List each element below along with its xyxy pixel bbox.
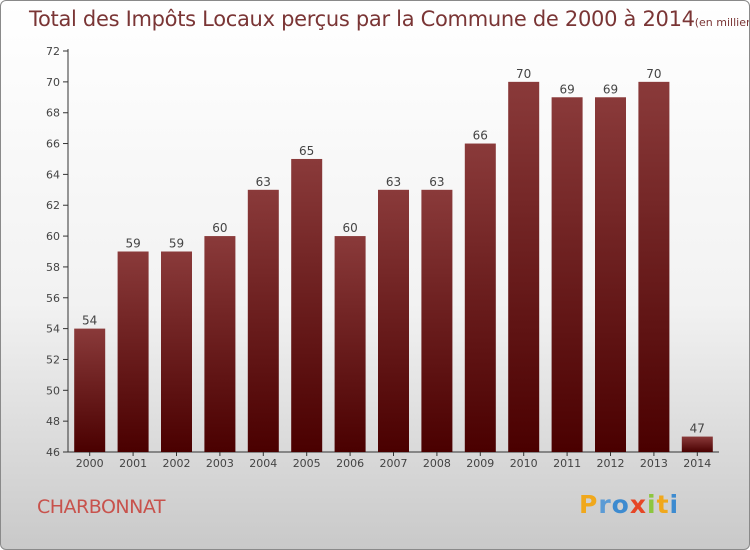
y-tick-label: 56	[46, 292, 60, 305]
x-tick-label: 2010	[510, 457, 538, 470]
x-tick-label: 2002	[163, 457, 191, 470]
y-tick-label: 58	[46, 261, 60, 274]
x-tick-label: 2012	[597, 457, 625, 470]
x-tick-label: 2003	[206, 457, 234, 470]
chart-axes: 46 48 50 52 54 56 58 60 62 64 66 68 70 72	[46, 45, 719, 459]
x-tick-label: 2011	[553, 457, 581, 470]
bar-2012	[595, 97, 626, 453]
x-tick-label: 2009	[466, 457, 494, 470]
bar-2002	[161, 251, 192, 452]
chart-labels: 2000 54 2001 59 2002 59 2003 60 2004 63 2005 65 2006…	[76, 67, 712, 470]
bar-value-label: 69	[603, 82, 618, 96]
bar-2006	[334, 236, 366, 452]
x-tick-label: 2006	[336, 457, 364, 470]
bar-2005	[291, 158, 323, 452]
logo-letter: x	[629, 490, 647, 519]
logo-letter: i	[647, 490, 657, 519]
logo-letter: P	[579, 490, 599, 519]
y-tick-label: 72	[46, 45, 60, 58]
logo-letter: t	[656, 490, 670, 519]
bar-value-label: 59	[169, 237, 184, 251]
bar-2004	[247, 189, 279, 453]
y-tick-label: 50	[46, 384, 60, 397]
chart-title: Total des Impôts Locaux perçus par la Co…	[29, 7, 749, 31]
bar-value-label: 47	[690, 422, 705, 436]
x-tick-label: 2000	[76, 457, 104, 470]
bar-value-label: 70	[646, 67, 661, 81]
y-tick-label: 60	[46, 230, 60, 243]
x-tick-label: 2004	[249, 457, 277, 470]
bar-value-label: 54	[82, 314, 97, 328]
y-tick-label: 48	[46, 415, 60, 428]
bar-2000	[74, 328, 106, 452]
bar-value-label: 69	[559, 82, 574, 96]
bar-value-label: 65	[299, 144, 314, 158]
x-tick-label: 2014	[683, 457, 711, 470]
bar-2014	[681, 436, 713, 452]
bar-2003	[204, 236, 236, 452]
bar-value-label: 66	[473, 129, 488, 143]
chart-title-main: Total des Impôts Locaux perçus par la Co…	[29, 7, 695, 31]
chart-bars	[74, 81, 713, 453]
logo-letter: o	[611, 490, 630, 519]
bar-value-label: 63	[386, 175, 401, 189]
bar-2011	[551, 97, 583, 453]
proxiti-logo: Proxiti	[579, 490, 679, 519]
logo-letter: r	[598, 490, 612, 519]
y-tick-label: 46	[46, 446, 60, 459]
y-tick-label: 52	[46, 353, 60, 366]
bar-2008	[421, 189, 453, 453]
bar-value-label: 70	[516, 67, 531, 81]
bar-value-label: 59	[125, 237, 140, 251]
bar-value-label: 63	[429, 175, 444, 189]
bar-2007	[378, 189, 409, 453]
bar-2009	[464, 143, 496, 453]
y-tick-label: 66	[46, 138, 60, 151]
bar-value-label: 60	[342, 221, 357, 235]
logo-letter: i	[669, 490, 680, 519]
y-tick-label: 54	[46, 323, 60, 336]
bar-value-label: 60	[212, 221, 227, 235]
bar-2013	[638, 81, 670, 452]
y-tick-label: 62	[46, 199, 60, 212]
chart-title-unit: (en milliers d'€)	[694, 16, 749, 29]
y-tick-label: 64	[46, 168, 60, 181]
x-tick-label: 2001	[119, 457, 147, 470]
bar-2001	[117, 251, 149, 452]
bar-value-label: 63	[256, 175, 271, 189]
bar-2010	[508, 81, 540, 452]
x-tick-label: 2008	[423, 457, 451, 470]
x-tick-label: 2013	[640, 457, 668, 470]
x-tick-label: 2005	[293, 457, 321, 470]
y-tick-label: 70	[46, 76, 60, 89]
commune-name: CHARBONNAT	[37, 496, 165, 518]
x-tick-label: 2007	[380, 457, 408, 470]
y-tick-label: 68	[46, 107, 60, 120]
